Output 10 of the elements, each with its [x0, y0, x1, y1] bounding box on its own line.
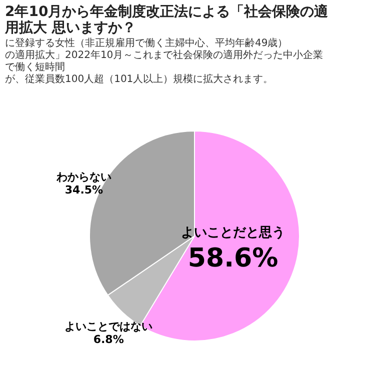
text: の適用拡大」2022年10月～これまで社会保険の適用外だった中小企業で働く短時間 [5, 49, 324, 73]
text: が、従業員数100人超（101人以上）規模に拡大されます。 [5, 73, 274, 85]
chart-subtitle: に登録する女性（非正規雇用で働く主婦中心、平均年齢49歳） [5, 37, 288, 49]
slice-label: わからない [55, 170, 112, 184]
data-label: 6.8% [93, 332, 124, 346]
data-label: 34.5% [64, 184, 104, 197]
slice-label: よいことだと思う [181, 226, 286, 241]
chart-title: 2年10月から年金制度改正法による「社会保険の適用拡大 思いますか？ [4, 3, 330, 36]
slice-label: よいことではない [64, 320, 153, 333]
data-label: 58.6% [188, 244, 278, 274]
